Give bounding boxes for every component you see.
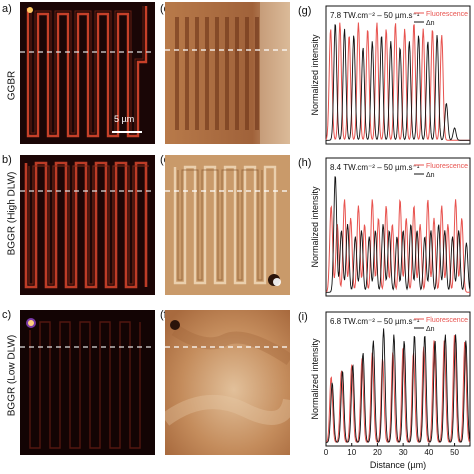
index-map-d [165, 2, 290, 144]
chart-annotation: 6.8 TW.cm⁻² – 50 µm.s⁻¹ [330, 317, 420, 326]
chart-h: (h) 8.4 TW.cm⁻² – 50 µm.s⁻¹ Fluorescence Δn… [298, 157, 471, 297]
y-axis-label: Normalized intensity [310, 186, 320, 268]
legend-label-dn: Δn [426, 172, 435, 179]
row-label-bggr-high: BGGR (High DLW) [6, 171, 18, 256]
serpentine-waveguide-a [20, 6, 155, 138]
serpentine-waveguide-c [20, 318, 155, 449]
serpentine-waveguide-b [20, 161, 155, 289]
series-line-fluorescence [325, 198, 470, 293]
legend-label-fluorescence: Fluorescence [426, 163, 468, 170]
index-map-f [165, 310, 290, 455]
y-axis-label: Normalized intensity [310, 34, 320, 116]
x-tick-label: 10 [347, 448, 356, 457]
plot-frame [325, 311, 471, 447]
index-image-e [165, 155, 290, 295]
series-line-dn [326, 328, 471, 443]
legend-label-dn: Δn [426, 20, 435, 27]
panel-letter-g: (g) [298, 5, 311, 17]
series-line-dn [326, 24, 470, 141]
chart-g: (g) 7.8 TW.cm⁻² – 50 µm.s⁻¹ Fluorescence Δn… [298, 5, 471, 145]
panel-letter-b: b) [2, 154, 12, 166]
plot-frame [325, 157, 471, 297]
panel-letter-a: a) [2, 3, 12, 15]
x-tick-label: 40 [424, 448, 433, 457]
legend-label-dn: Δn [426, 326, 435, 333]
fluorescence-image-b [20, 155, 155, 295]
fluorescence-image-a: 5 µm [20, 2, 155, 144]
panel-letter-h: (h) [298, 157, 311, 169]
row-label-ggbr: GGBR [6, 70, 18, 101]
scale-bar-label: 5 µm [114, 114, 135, 124]
panel-letter-c: c) [2, 309, 12, 321]
index-map-e [165, 155, 290, 295]
x-tick-label: 20 [373, 448, 382, 457]
index-image-f [165, 310, 290, 455]
defect-spot [170, 320, 180, 330]
row-label-bggr-low: BGGR (Low DLW) [6, 334, 18, 417]
panel-letter-i: (i) [298, 311, 308, 323]
x-tick-label: 30 [399, 448, 408, 457]
bright-spot [27, 7, 33, 13]
legend-label-fluorescence: Fluorescence [426, 11, 468, 18]
index-image-d [165, 2, 290, 144]
chart-annotation: 8.4 TW.cm⁻² – 50 µm.s⁻¹ [330, 163, 420, 172]
y-axis-label: Normalized intensity [310, 338, 320, 420]
legend-label-fluorescence: Fluorescence [426, 317, 468, 324]
fluorescence-image-c [20, 310, 155, 455]
chart-i: (i) 6.8 TW.cm⁻² – 50 µm.s⁻¹ Fluorescence Δn… [298, 311, 471, 470]
x-axis-label: Distance (µm) [370, 460, 426, 470]
chart-annotation: 7.8 TW.cm⁻² – 50 µm.s⁻¹ [330, 11, 420, 20]
x-tick-label: 50 [450, 448, 459, 457]
plot-frame [325, 5, 471, 145]
series-line-dn [326, 176, 471, 293]
x-tick-label: 0 [324, 448, 329, 457]
series-line-fluorescence [325, 335, 471, 443]
